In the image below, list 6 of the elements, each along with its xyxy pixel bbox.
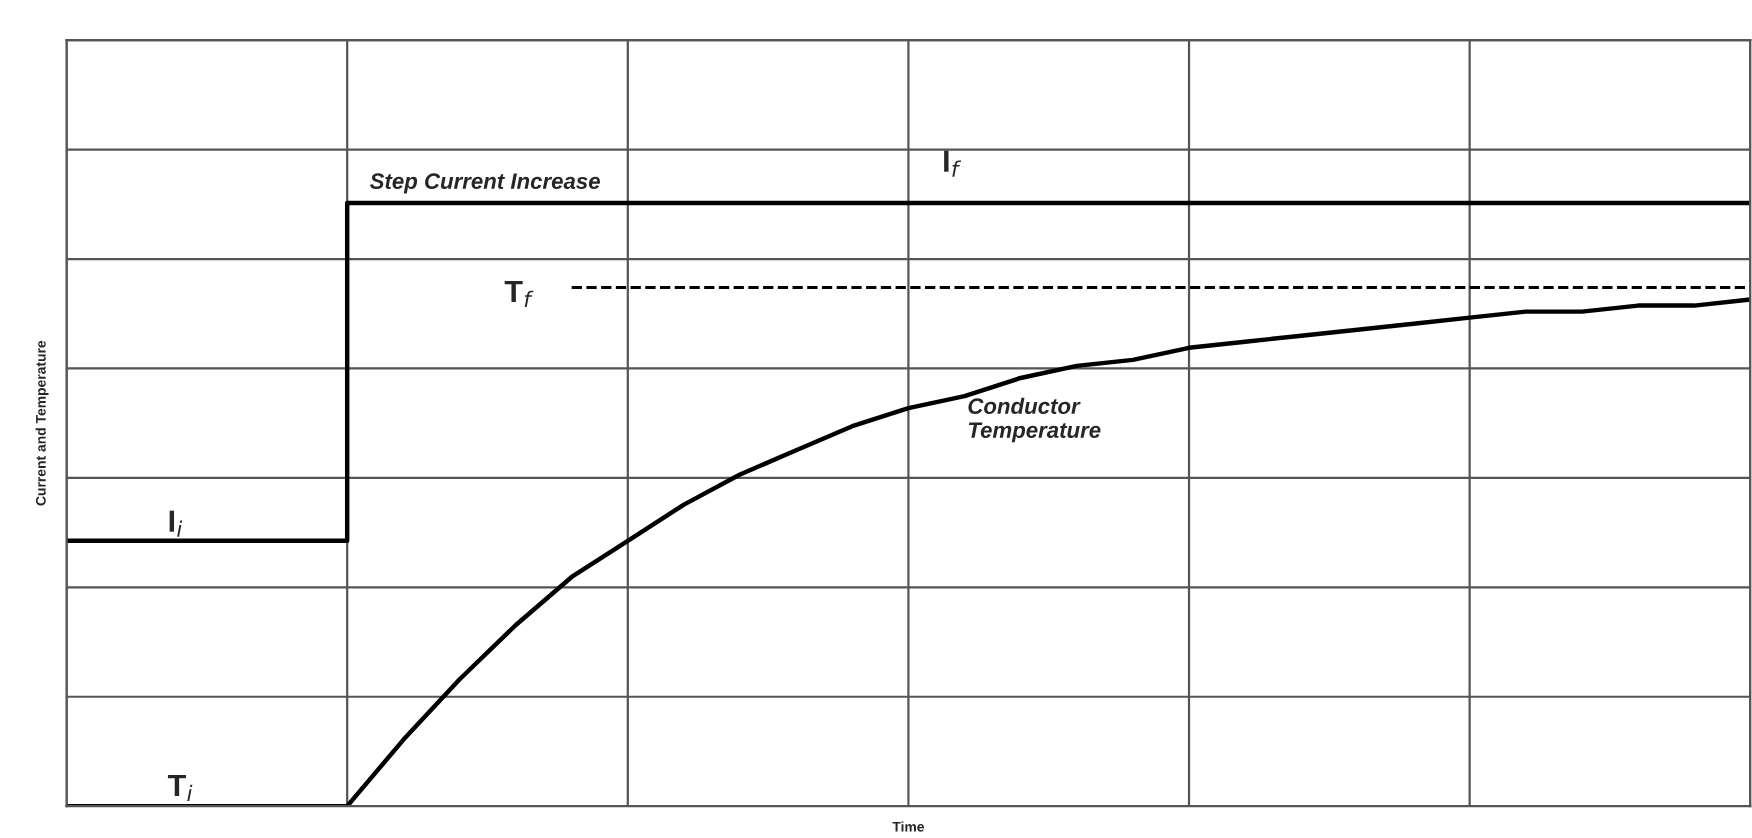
annotation: I$_{i}$ bbox=[169, 510, 183, 537]
text: Step Current Increase bbox=[369, 173, 600, 194]
annotation: T$_{f}$ bbox=[504, 280, 534, 307]
annotation: T$_{i}$ bbox=[167, 774, 193, 801]
text: I$_{f}$ bbox=[944, 150, 962, 177]
annotation: Conductor Temperature bbox=[968, 397, 1101, 443]
